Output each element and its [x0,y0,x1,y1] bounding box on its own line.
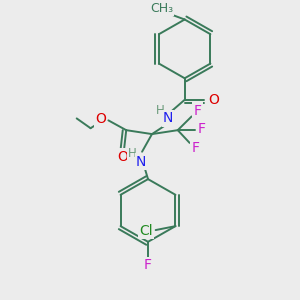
Text: H: H [128,147,136,160]
Text: CH₃: CH₃ [150,2,173,15]
Text: F: F [197,122,206,136]
Text: O: O [117,150,128,164]
Text: O: O [208,93,219,107]
Text: O: O [95,112,106,126]
Text: N: N [163,111,173,125]
Text: N: N [136,154,146,169]
Text: F: F [192,141,200,155]
Text: F: F [144,258,152,272]
Text: Cl: Cl [139,224,153,238]
Text: F: F [194,103,202,118]
Text: H: H [155,104,164,117]
